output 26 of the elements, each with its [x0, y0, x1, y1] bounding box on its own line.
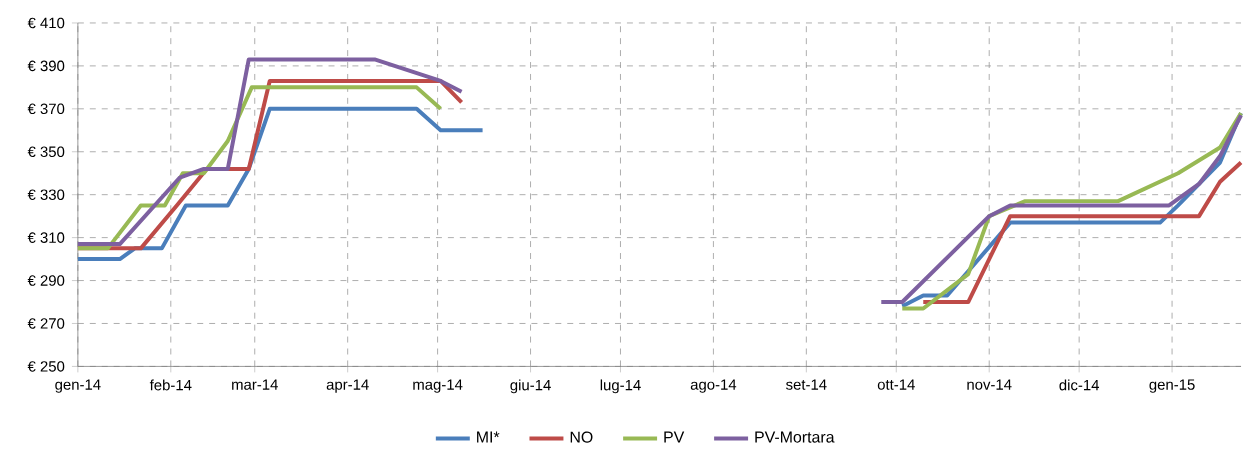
- y-tick-label: € 270: [27, 318, 65, 329]
- x-tick-label: apr-14: [326, 379, 369, 393]
- x-tick-label: mar-14: [232, 379, 278, 390]
- y-tick-label: € 290: [27, 275, 65, 286]
- y-tick-label: € 390: [27, 60, 65, 72]
- legend-label: NO: [570, 431, 593, 443]
- y-tick-label: € 330: [27, 189, 65, 200]
- y-tick-label: € 350: [27, 146, 65, 157]
- legend-label: PV-Mortara: [755, 431, 835, 443]
- x-tick-label: mag-14: [413, 379, 463, 393]
- y-tick-label: € 310: [27, 232, 65, 243]
- x-tick-label: gen-15: [1149, 379, 1195, 393]
- x-tick-label: feb-14: [149, 379, 192, 391]
- legend-label: MI*: [477, 431, 500, 443]
- y-tick-label: € 410: [27, 17, 65, 29]
- x-tick-label: ago-14: [690, 379, 737, 393]
- y-tick-label: € 370: [27, 103, 65, 114]
- y-tick-label: € 250: [27, 361, 65, 372]
- x-tick-label: lug-14: [600, 379, 641, 394]
- x-tick-label: dic-14: [1059, 379, 1100, 391]
- x-tick-label: set-14: [786, 379, 827, 390]
- x-tick-label: ott-14: [877, 379, 915, 390]
- x-tick-label: giu-14: [510, 379, 551, 394]
- x-tick-label: nov-14: [967, 379, 1012, 390]
- x-tick-label: gen-14: [55, 379, 101, 393]
- legend-label: PV: [664, 431, 685, 443]
